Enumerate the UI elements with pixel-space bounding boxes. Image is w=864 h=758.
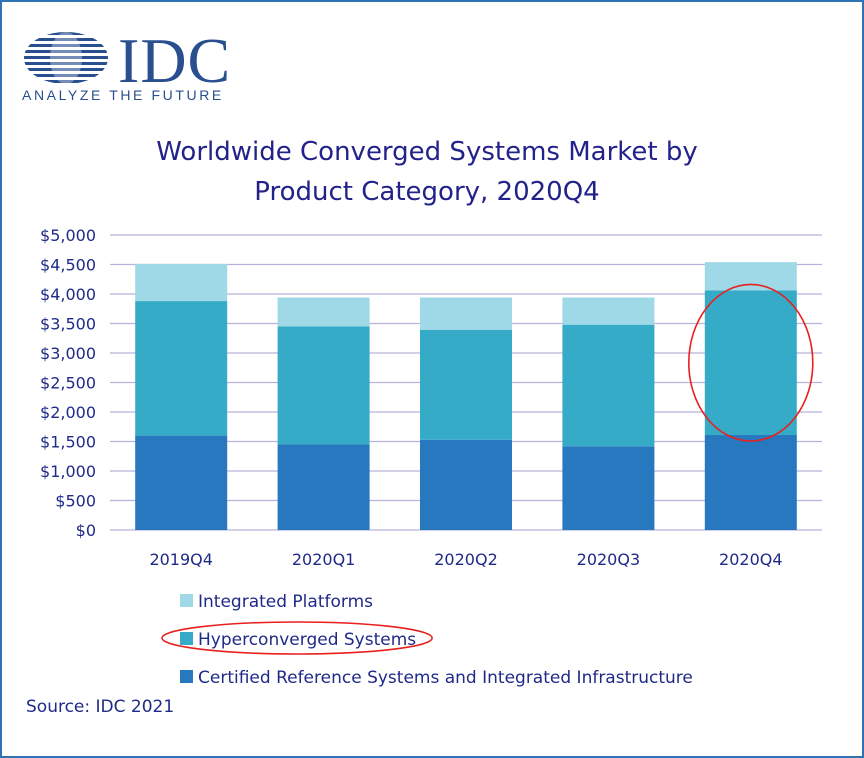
bars <box>135 262 797 530</box>
legend-label: Hyperconverged Systems <box>198 630 416 650</box>
logo-tagline: ANALYZE THE FUTURE <box>22 87 224 103</box>
y-tick-label: $5,000 <box>40 226 96 245</box>
y-tick-label: $3,000 <box>40 344 96 363</box>
chart-title-line-2: Product Category, 2020Q4 <box>254 177 600 207</box>
highlight-ellipse-legend <box>161 621 433 655</box>
y-tick-label: $4,000 <box>40 285 96 304</box>
bar-segment <box>704 262 797 291</box>
bar-segment <box>135 435 228 530</box>
y-tick-label: $2,500 <box>40 374 96 393</box>
idc-logo: IDC ANALYZE THE FUTURE <box>20 25 250 106</box>
source-note: Source: IDC 2021 <box>26 697 175 717</box>
bar-segment <box>135 301 228 436</box>
bar-segment <box>704 435 797 530</box>
y-axis: $0 $500 $1,000 $1,500 $2,000 $2,500 $3,000 $3,5… <box>40 226 96 540</box>
stacked-bar-chart: $0 $500 $1,000 $1,500 $2,000 $2,500 $3,000 $3,5… <box>40 226 822 688</box>
logo-wordmark: IDC <box>118 25 232 96</box>
bar-segment <box>562 324 655 447</box>
legend-swatch <box>180 594 193 607</box>
y-tick-label: $0 <box>76 521 96 540</box>
y-tick-label: $1,500 <box>40 433 96 452</box>
bar-segment <box>277 326 370 445</box>
bar-segment <box>420 329 512 440</box>
legend: Integrated Platforms Hyperconverged Syste… <box>180 592 693 688</box>
x-tick-label: 2020Q3 <box>577 550 641 569</box>
bar-segment <box>135 263 228 302</box>
legend-swatch <box>180 670 193 683</box>
x-tick-label: 2020Q1 <box>292 550 356 569</box>
bar-segment <box>420 439 512 530</box>
x-tick-label: 2020Q4 <box>719 550 783 569</box>
chart-title: Worldwide Converged Systems Market by Pr… <box>112 132 742 212</box>
globe-icon <box>24 32 108 84</box>
bar-segment <box>562 446 655 530</box>
x-tick-label: 2020Q2 <box>434 550 498 569</box>
bar-segment <box>277 444 370 530</box>
y-tick-label: $4,500 <box>40 256 96 275</box>
highlight-annotations <box>161 283 814 655</box>
chart-title-line-1: Worldwide Converged Systems Market by <box>156 137 698 167</box>
bar-segment <box>562 297 655 325</box>
legend-label: Integrated Platforms <box>198 592 373 612</box>
bar-segment <box>277 297 370 327</box>
x-tick-label: 2019Q4 <box>149 550 213 569</box>
bar-segment <box>704 290 797 436</box>
y-tick-label: $500 <box>55 492 96 511</box>
legend-label: Certified Reference Systems and Integrat… <box>198 668 693 688</box>
legend-swatch <box>180 632 193 645</box>
bar-segment <box>420 297 512 330</box>
y-tick-label: $2,000 <box>40 403 96 422</box>
x-axis: 2019Q4 2020Q1 2020Q2 2020Q3 2020Q4 <box>149 550 782 569</box>
y-tick-label: $3,500 <box>40 315 96 334</box>
y-tick-label: $1,000 <box>40 462 96 481</box>
highlight-ellipse-bar <box>687 283 814 442</box>
